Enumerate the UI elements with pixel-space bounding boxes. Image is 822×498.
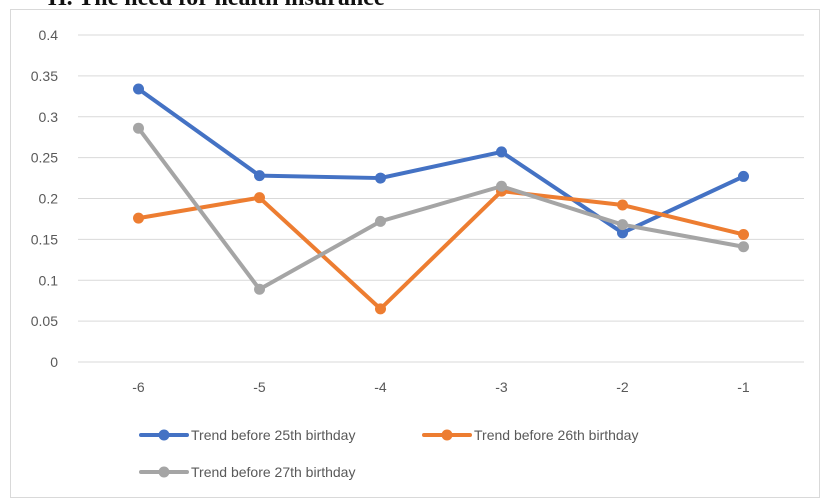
series-line [136,86,746,235]
legend-swatch-marker [158,466,170,478]
x-tick-label: -5 [253,379,266,395]
y-tick-label: 0.3 [39,109,59,125]
y-axis-ticks: 0 0.05 0.1 0.15 0.2 0.25 0.3 0.35 0.4 [31,27,58,370]
data-point [738,170,749,182]
y-tick-label: 0.1 [39,272,59,288]
y-tick-label: 0.2 [39,191,59,207]
series-3 [133,122,749,295]
data-point [254,283,265,295]
legend-label: Trend before 26th birthday [474,427,638,443]
section-heading: H. The need for health insurance [48,0,384,10]
data-point [496,180,507,192]
x-tick-label: -1 [737,379,750,395]
data-point [375,215,386,227]
series-2 [133,185,749,315]
data-point [254,192,265,204]
data-point [617,219,628,231]
data-point [738,228,749,240]
x-tick-label: -3 [495,379,508,395]
legend-item: Trend before 27th birthday [139,464,355,480]
x-axis-ticks: -6 -5 -4 -3 -2 -1 [132,379,750,395]
series-line [136,189,746,311]
x-tick-label: -2 [616,379,629,395]
legend-swatch-marker [158,429,170,441]
legend-label: Trend before 25th birthday [191,427,355,443]
data-point [375,303,386,315]
gridlines [78,34,804,363]
y-tick-label: 0 [50,354,58,370]
legend-item: Trend before 25th birthday [139,427,355,443]
legend-label: Trend before 27th birthday [191,464,355,480]
x-tick-label: -6 [132,379,145,395]
y-tick-label: 0.15 [31,231,58,247]
legend-item: Trend before 26th birthday [422,427,638,443]
y-tick-label: 0.35 [31,68,58,84]
data-point [133,122,144,134]
data-point [617,227,628,239]
data-point [738,241,749,253]
series-lines [133,83,749,315]
data-point [496,146,507,158]
legend-swatch-marker [441,429,453,441]
x-tick-label: -4 [374,379,387,395]
legend: Trend before 25th birthday Trend before 2… [139,427,638,480]
data-point [254,170,265,182]
data-point [375,172,386,184]
y-tick-label: 0.4 [39,27,59,43]
series-1 [133,83,749,239]
data-point [133,83,144,95]
data-point [617,199,628,211]
y-tick-label: 0.05 [31,313,58,329]
y-tick-label: 0.25 [31,150,58,166]
data-point [133,212,144,224]
series-line [136,126,746,292]
